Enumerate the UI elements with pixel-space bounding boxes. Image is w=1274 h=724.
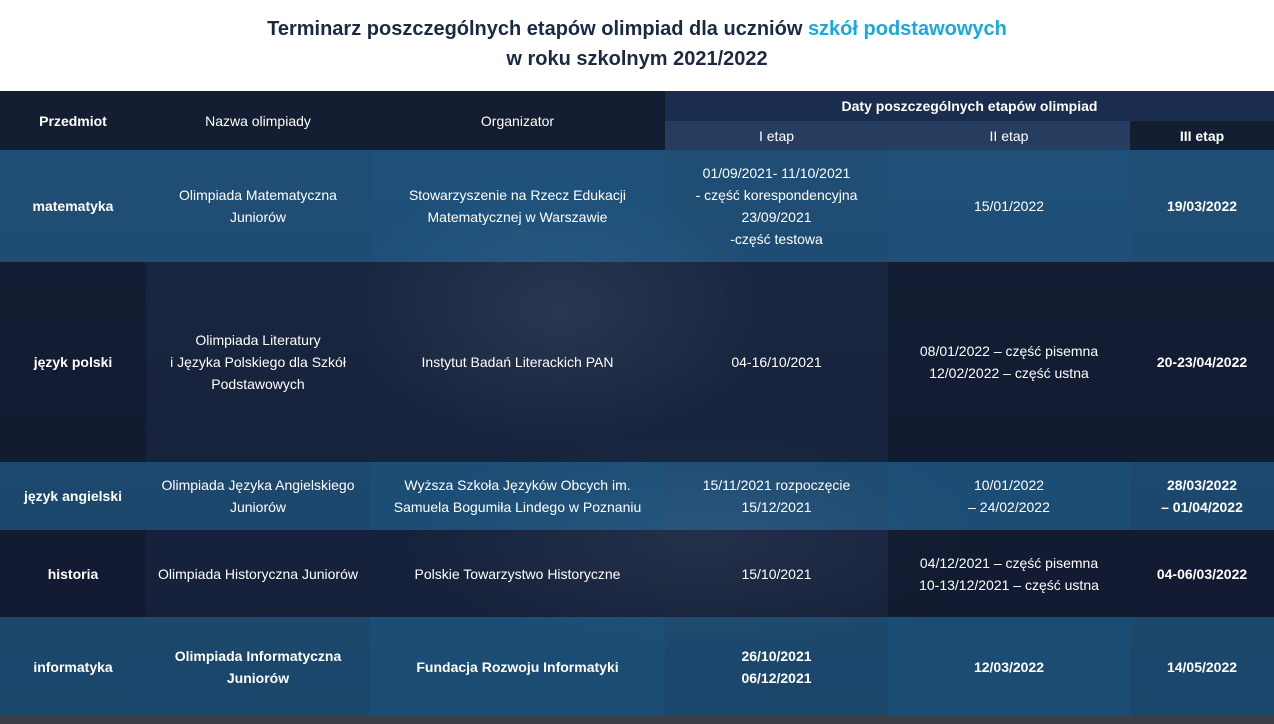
- header-stage-1: I etap: [665, 121, 888, 150]
- row-3-subject: język angielski: [0, 462, 146, 530]
- row-2-olympiad: Olimpiada Literatury i Języka Polskiego …: [146, 262, 370, 462]
- header-subject: Przedmiot: [0, 91, 146, 150]
- row-1-organizer: Stowarzyszenie na Rzecz Edukacji Matemat…: [370, 150, 665, 262]
- row-2-subject: język polski: [0, 262, 146, 462]
- header-dates-group: Daty poszczególnych etapów olimpiad: [665, 91, 1274, 121]
- header-stage-2: II etap: [888, 121, 1130, 150]
- bottom-bar: [0, 716, 1274, 724]
- row-1-subject: matematyka: [0, 150, 146, 262]
- header-stage-3: III etap: [1130, 121, 1274, 150]
- row-5-subject: informatyka: [0, 617, 146, 716]
- title-line-2: w roku szkolnym 2021/2022: [506, 48, 768, 70]
- page-title: Terminarz poszczególnych etapów olimpiad…: [0, 14, 1274, 74]
- title-prefix: Terminarz poszczególnych etapów olimpiad…: [267, 18, 808, 40]
- row-2-stage-2: 08/01/2022 – część pisemna 12/02/2022 – …: [888, 262, 1130, 462]
- title-accent: szkół podstawowych: [807, 18, 1007, 40]
- row-1-olympiad: Olimpiada Matematyczna Juniorów: [146, 150, 370, 262]
- header-organizer: Organizator: [370, 91, 665, 150]
- row-5-stage-2: 12/03/2022: [888, 617, 1130, 716]
- row-5-olympiad: Olimpiada Informatyczna Juniorów: [146, 617, 370, 716]
- row-5-stage-1: 26/10/2021 06/12/2021: [665, 617, 888, 716]
- row-4-stage-2: 04/12/2021 – część pisemna 10-13/12/2021…: [888, 530, 1130, 617]
- row-1-stage-1: 01/09/2021- 11/10/2021 - część korespond…: [665, 150, 888, 262]
- row-1-stage-2: 15/01/2022: [888, 150, 1130, 262]
- title-line-1: Terminarz poszczególnych etapów olimpiad…: [0, 14, 1274, 44]
- row-1-stage-3: 19/03/2022: [1130, 150, 1274, 262]
- header-olympiad: Nazwa olimpiady: [146, 91, 370, 150]
- row-4-stage-3: 04-06/03/2022: [1130, 530, 1274, 617]
- row-4-organizer: Polskie Towarzystwo Historyczne: [370, 530, 665, 617]
- row-4-stage-1: 15/10/2021: [665, 530, 888, 617]
- row-5-stage-3: 14/05/2022: [1130, 617, 1274, 716]
- row-5-organizer: Fundacja Rozwoju Informatyki: [370, 617, 665, 716]
- row-4-olympiad: Olimpiada Historyczna Juniorów: [146, 530, 370, 617]
- row-3-stage-3: 28/03/2022 – 01/04/2022: [1130, 462, 1274, 530]
- row-2-stage-1: 04-16/10/2021: [665, 262, 888, 462]
- row-3-stage-2: 10/01/2022 – 24/02/2022: [888, 462, 1130, 530]
- row-3-olympiad: Olimpiada Języka Angielskiego Juniorów: [146, 462, 370, 530]
- row-2-organizer: Instytut Badań Literackich PAN: [370, 262, 665, 462]
- row-3-organizer: Wyższa Szkoła Języków Obcych im. Samuela…: [370, 462, 665, 530]
- row-4-subject: historia: [0, 530, 146, 617]
- row-2-stage-3: 20-23/04/2022: [1130, 262, 1274, 462]
- row-3-stage-1: 15/11/2021 rozpoczęcie 15/12/2021: [665, 462, 888, 530]
